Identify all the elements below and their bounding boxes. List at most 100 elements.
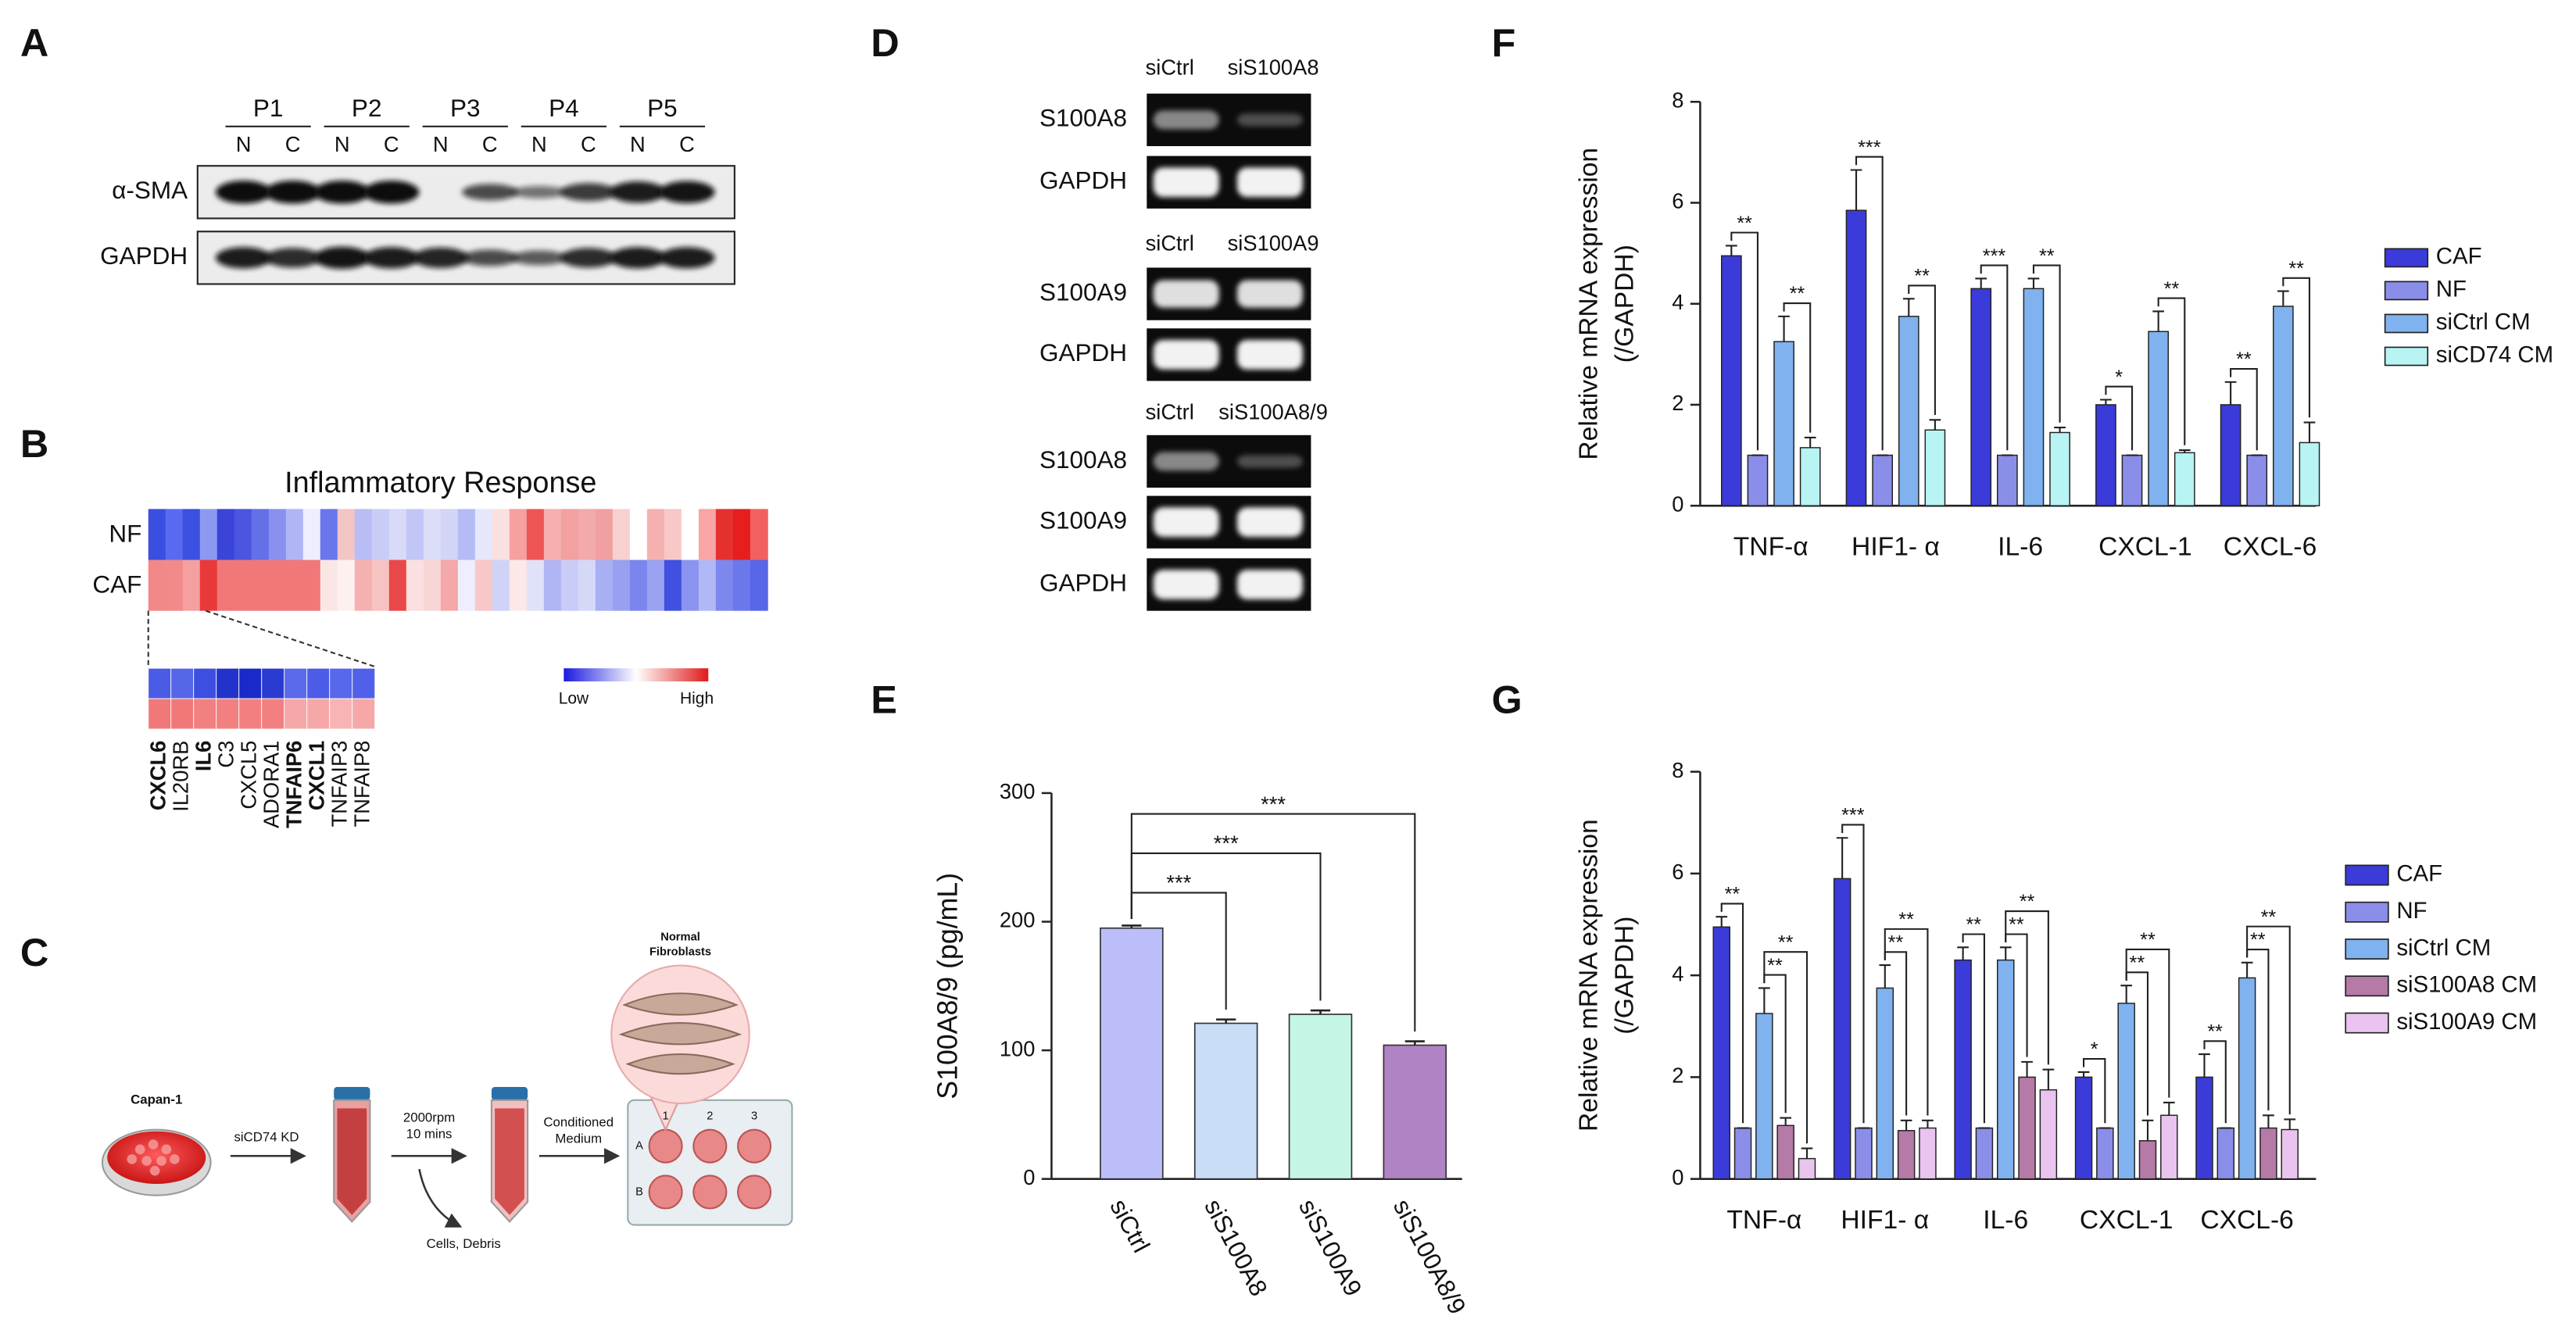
error-bar [2163,1101,2175,1116]
heatmap-cell [578,560,596,611]
bar [1798,1157,1816,1180]
legend-label: siS100A8 CM [2396,972,2537,998]
heatmap-cell [750,509,768,560]
y-tick-label: 8 [1672,758,1683,782]
significance-bracket [1730,231,1759,451]
significance-label: ** [2250,929,2266,951]
band [1236,339,1303,370]
error-bar [2152,310,2165,332]
band [215,247,272,269]
legend-swatch [2384,313,2429,334]
x-tick-label: siS100A8 [1199,1194,1273,1300]
legend-swatch [2345,864,2389,886]
significance-label: ** [1767,955,1783,977]
band [313,181,370,204]
error-bar [1804,436,1816,448]
bar [1845,209,1867,506]
significance-label: *** [1858,137,1881,159]
heatmap-cell [234,560,252,611]
bar [2148,331,2169,506]
heatmap-cell [423,560,442,611]
lane-label: siCtrl [1146,400,1194,424]
error-bar [2178,449,2191,453]
band [1153,110,1219,130]
bar [1996,959,2015,1180]
legend-label: siCtrl CM [2436,309,2531,335]
gene-label: IL6 [191,741,215,771]
lane-sublabel: C [482,132,498,156]
lane-label: siS100A8/9 [1218,400,1328,424]
heatmap-cell [750,560,768,611]
y-tick-label: 300 [1000,779,1036,803]
gene-label: TNFAIP3 [327,741,351,828]
band [511,185,567,198]
x-tick-label: CXCL-1 [2098,533,2192,562]
arrow [418,1168,463,1228]
panel-label: F [1492,20,1516,65]
significance-bracket [2282,277,2311,418]
band [462,249,518,266]
significance-label: ** [1914,266,1930,288]
heatmap-cell [698,509,717,560]
heatmap-cell [440,560,459,611]
lane-sublabel: C [679,132,695,156]
error-bar [1310,1009,1331,1015]
bar [2246,454,2268,506]
significance-label: *** [1214,831,1239,856]
lane-label: siCtrl [1146,55,1194,79]
heatmap-cell [285,560,304,611]
zoom-cell [352,698,376,730]
row-label: GAPDH [1039,568,1127,596]
heatmap-title: Inflammatory Response [284,467,596,499]
zoom-cell [170,698,195,730]
band [659,181,715,204]
bar [2023,288,2045,506]
target-label: Normal [660,931,700,944]
panel-label: D [871,20,899,65]
well-column: 1 [663,1110,669,1123]
row-label: GAPDH [100,241,188,270]
zoom-cell [352,667,376,699]
significance-label: ** [1737,213,1752,234]
error-bar [1404,1040,1425,1046]
significance-bracket [2082,1058,2106,1124]
bar [2121,454,2143,506]
zoom-cell [261,698,285,730]
y-axis-label: (/GAPDH) [1611,245,1640,363]
band [1236,507,1303,538]
legend-label: siCD74 CM [2436,342,2553,368]
schematic: Capan-1 siCD74 KD 2000rpm 10 mins Condit… [101,931,793,1251]
bar [1898,316,1919,506]
heatmap-cell [732,560,751,611]
error-bar [2120,985,2133,1003]
target-label: Fibroblasts [649,946,711,959]
bar [1833,878,1852,1180]
zoom-cell [170,667,195,699]
gene-label: IL20RB [168,741,192,812]
heatmap-cell [560,560,579,611]
x-tick-label: siCtrl [1104,1194,1155,1257]
lane-sublabel: C [384,132,399,156]
heatmap-cell [268,560,287,611]
significance-label: ** [1966,914,1981,936]
heatmap-cell [388,509,407,560]
band [462,184,518,201]
heatmap-cell [148,560,166,611]
panel-label: B [20,421,48,466]
zoom-cell [216,698,240,730]
bar [2281,1128,2299,1180]
y-tick-label: 2 [1672,391,1683,415]
heatmap-cell [320,560,338,611]
bar [1919,1127,1937,1180]
bar [1855,1127,1873,1180]
significance-label: ** [1898,909,1914,931]
band [1236,280,1303,308]
significance-label: ** [2140,929,2156,951]
zoom-cell [238,698,263,730]
bar [1288,1014,1353,1180]
row-label: CAF [92,570,141,598]
band [1153,167,1219,198]
lane-sublabel: N [630,132,646,156]
heatmap-cell [560,509,579,560]
significance-bracket [2230,368,2258,451]
